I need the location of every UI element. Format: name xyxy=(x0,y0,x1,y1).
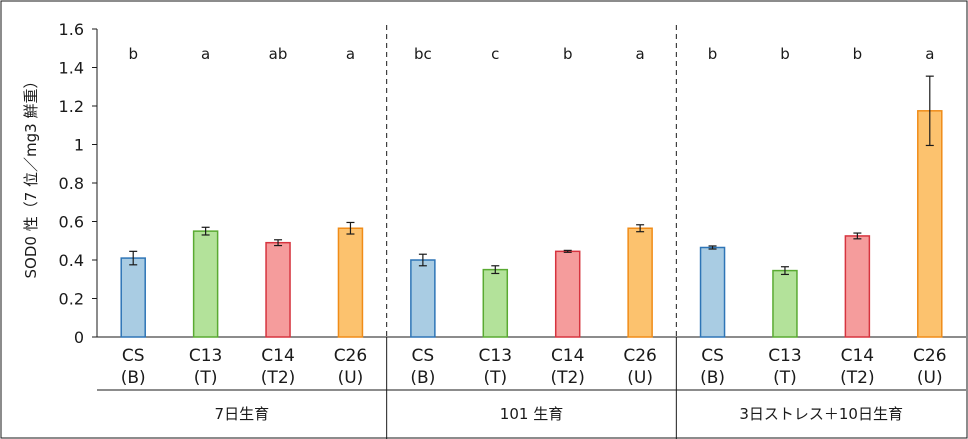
bar xyxy=(410,259,436,338)
significance-letter: a xyxy=(346,45,355,63)
y-tick-label: 0.6 xyxy=(59,213,84,232)
significance-letter: bc xyxy=(414,45,432,63)
y-tick-label: 1.4 xyxy=(59,59,84,78)
x-tick-sublabel: (T) xyxy=(483,368,507,388)
y-tick-label: 0.8 xyxy=(59,174,84,193)
group-label: 3日ストレス＋10日生育 xyxy=(739,405,903,423)
bar xyxy=(699,246,726,338)
x-tick-label: C13 xyxy=(189,346,223,366)
significance-letter: a xyxy=(636,45,645,63)
x-tick-label: C14 xyxy=(841,346,875,366)
x-tick-sublabel: (T2) xyxy=(840,368,874,388)
bar xyxy=(772,269,798,338)
x-tick-label: C26 xyxy=(913,346,947,366)
x-tick-sublabel: (U) xyxy=(917,368,943,388)
x-tick-label: C13 xyxy=(768,346,802,366)
x-tick-label: C14 xyxy=(261,346,295,366)
x-tick-label: C26 xyxy=(623,346,657,366)
x-tick-sublabel: (T) xyxy=(194,368,218,388)
x-tick-label: C13 xyxy=(479,346,513,366)
x-tick-sublabel: (T2) xyxy=(261,368,295,388)
bar xyxy=(627,227,653,338)
bar xyxy=(265,241,291,338)
y-tick-label: 1.2 xyxy=(59,97,84,116)
x-tick-sublabel: (T) xyxy=(773,368,797,388)
x-tick-label: C14 xyxy=(551,346,585,366)
bar xyxy=(844,235,871,338)
x-tick-label: CS xyxy=(412,346,435,366)
x-tick-sublabel: (B) xyxy=(700,368,725,388)
significance-letter: a xyxy=(925,45,934,63)
y-tick-label: 0.2 xyxy=(59,290,84,309)
significance-letter: ab xyxy=(269,45,288,63)
y-axis-label: SOD0 性（7 位／mg3 鮮重） xyxy=(22,74,40,279)
significance-letter: b xyxy=(128,45,138,63)
x-tick-sublabel: (B) xyxy=(410,368,435,388)
significance-letter: b xyxy=(780,45,790,63)
group-label: 7日生育 xyxy=(215,405,270,423)
x-tick-label: CS xyxy=(122,346,145,366)
significance-letter: b xyxy=(708,45,718,63)
bar xyxy=(917,110,943,338)
bar xyxy=(337,227,364,338)
plot-area: 00.20.40.60.811.21.41.6bCS(B)aC13(T)abC1… xyxy=(59,20,966,439)
y-tick-label: 0 xyxy=(74,328,84,347)
y-tick-label: 0.4 xyxy=(59,251,84,270)
x-tick-sublabel: (U) xyxy=(627,368,653,388)
x-tick-sublabel: (T2) xyxy=(550,368,584,388)
significance-letter: b xyxy=(853,45,863,63)
x-tick-sublabel: (B) xyxy=(121,368,146,388)
y-tick-label: 1 xyxy=(74,136,84,155)
significance-letter: c xyxy=(491,45,499,63)
bar xyxy=(554,250,581,338)
bar xyxy=(120,257,146,338)
x-tick-label: CS xyxy=(701,346,724,366)
x-tick-sublabel: (U) xyxy=(338,368,364,388)
y-tick-label: 1.6 xyxy=(59,20,84,39)
significance-letter: a xyxy=(201,45,210,63)
significance-letter: b xyxy=(563,45,573,63)
group-label: 101 生育 xyxy=(500,405,563,423)
bar xyxy=(482,268,509,338)
bar xyxy=(192,230,219,338)
x-tick-label: C26 xyxy=(334,346,368,366)
